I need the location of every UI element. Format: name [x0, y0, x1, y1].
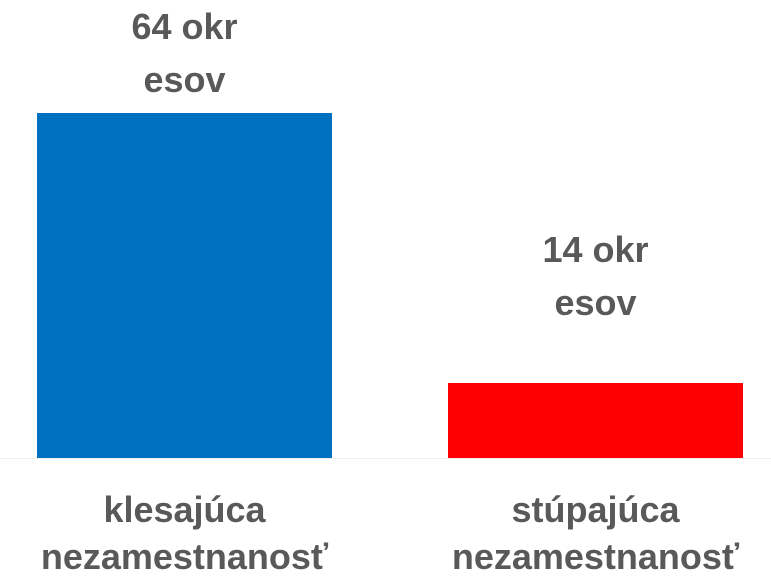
category-label: stúpajúca nezamestnanosť — [416, 486, 771, 580]
category-label: klesajúca nezamestnanosť — [5, 486, 365, 580]
bar — [37, 113, 332, 458]
baseline — [0, 458, 771, 459]
value-label: 14 okresov — [534, 223, 658, 329]
value-label: 64 okresov — [123, 0, 247, 106]
bar — [448, 383, 743, 458]
